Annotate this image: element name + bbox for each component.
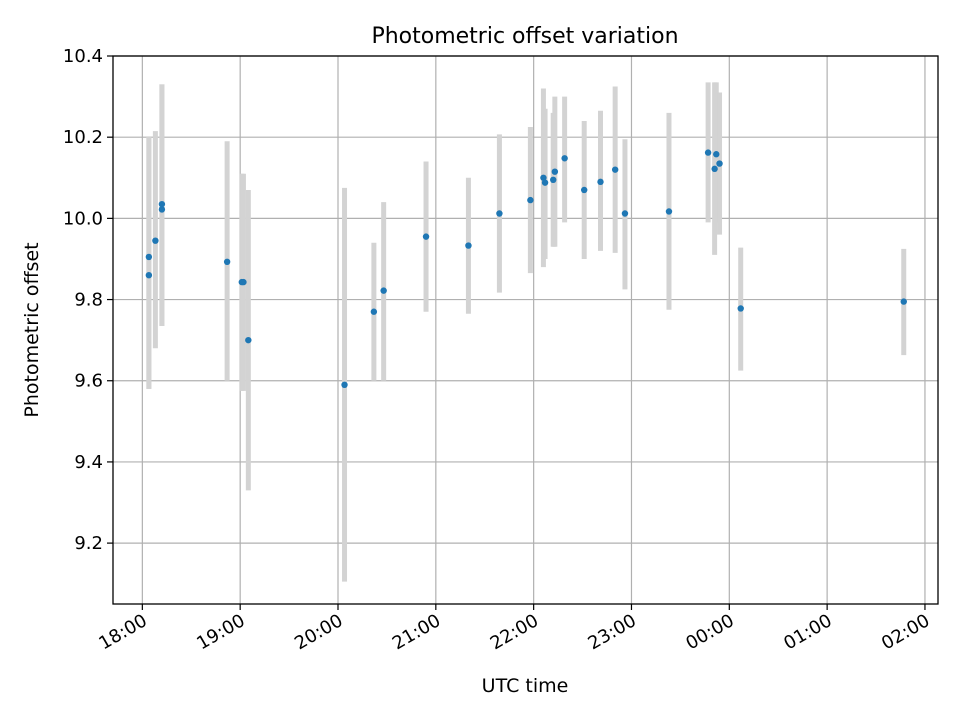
- data-point: [380, 287, 387, 294]
- data-point: [496, 210, 503, 217]
- data-point: [152, 237, 159, 244]
- data-point: [561, 155, 568, 162]
- y-tick-label: 9.4: [74, 452, 103, 473]
- data-point: [711, 165, 718, 173]
- data-point: [158, 206, 166, 213]
- data-point: [716, 160, 723, 167]
- y-tick-label: 10.4: [63, 46, 103, 67]
- data-point: [540, 174, 547, 181]
- data-point: [550, 176, 557, 184]
- point-layer: [145, 149, 907, 388]
- data-point: [527, 196, 534, 204]
- data-point: [145, 272, 153, 279]
- data-point: [551, 168, 559, 175]
- data-point: [145, 253, 153, 261]
- data-point: [900, 298, 907, 305]
- data-point: [704, 149, 712, 156]
- data-point: [158, 200, 166, 208]
- data-point: [580, 186, 588, 194]
- data-point: [370, 308, 378, 315]
- data-point: [422, 233, 430, 240]
- data-point: [611, 166, 619, 173]
- y-tick-label: 9.6: [74, 371, 103, 392]
- data-point: [737, 305, 744, 312]
- data-point: [245, 336, 252, 344]
- y-tick-label: 9.2: [74, 533, 103, 554]
- data-point: [465, 242, 472, 249]
- data-point: [621, 210, 629, 217]
- y-tick-label: 10.0: [63, 208, 103, 229]
- y-tick-label: 10.2: [63, 127, 103, 148]
- data-point: [541, 179, 549, 186]
- y-axis-label: Photometric offset: [21, 242, 43, 417]
- data-point: [341, 381, 348, 388]
- data-point: [713, 151, 720, 158]
- chart-title: Photometric offset variation: [371, 24, 678, 49]
- data-point: [223, 258, 231, 266]
- x-axis-label: UTC time: [482, 675, 569, 697]
- data-point: [597, 178, 604, 186]
- data-point: [240, 278, 247, 286]
- data-point: [665, 208, 673, 215]
- plot-frame: [112, 55, 939, 605]
- y-tick-label: 9.8: [74, 290, 103, 311]
